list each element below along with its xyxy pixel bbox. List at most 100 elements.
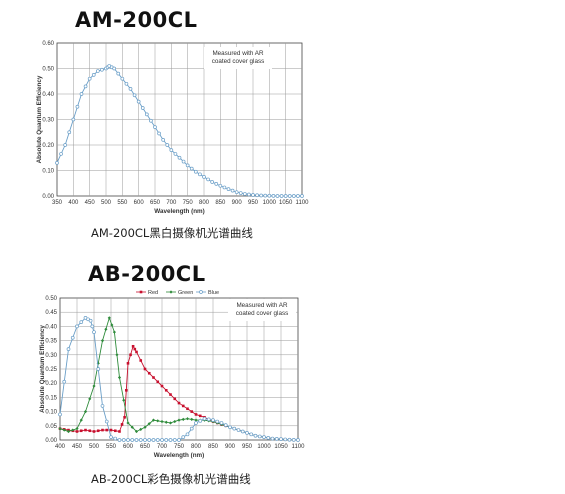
x-axis-label: Wavelength (nm) [154,452,205,459]
data-point [112,330,116,334]
data-point [173,419,177,424]
data-point [92,384,96,388]
data-point [126,421,130,425]
data-point [88,397,92,401]
x-tick-label: 900 [232,200,243,206]
data-point [296,438,300,442]
data-point [79,429,83,433]
data-point [190,417,194,422]
x-tick-label: 1000 [263,200,277,206]
data-point [160,419,164,424]
data-point [109,428,113,432]
y-tick-label: 0.30 [42,118,54,124]
data-point [160,438,164,442]
data-point [83,410,88,414]
x-tick-label: 1100 [292,444,306,450]
data-point [62,379,67,384]
data-point [164,438,169,442]
data-point [211,418,215,422]
data-point [275,194,280,198]
data-point [190,410,194,413]
data-point [185,432,190,437]
data-point [177,438,181,442]
data-point [143,425,147,429]
data-point [253,433,258,438]
y-axis-label: Absolute Quantum Efficiency [39,325,46,413]
x-tick-label: 450 [85,200,96,206]
x-tick-label: 550 [117,200,128,206]
annotation-text: coated cover glass [236,310,289,317]
x-tick-label: 400 [55,444,66,450]
data-point [100,404,105,408]
data-point [92,430,96,433]
y-tick-label: 0.15 [45,395,57,401]
data-point [84,428,87,432]
data-point [118,430,121,433]
data-point [257,434,262,439]
data-point [75,430,79,433]
data-point [124,81,129,86]
x-tick-label: 500 [101,200,112,206]
x-tick-label: 750 [183,200,194,206]
data-point [223,423,228,427]
y-tick-label: 0.35 [45,339,57,345]
data-point [63,143,68,147]
data-point [247,192,251,197]
data-point [173,152,178,156]
data-point [100,339,105,343]
data-point [193,169,198,174]
data-point [79,92,84,96]
data-point [138,438,143,442]
y-tick-label: 0.40 [42,92,54,98]
data-point [122,398,126,402]
data-point [128,87,133,91]
data-point [177,155,182,160]
data-point [279,437,283,441]
data-point [105,428,109,432]
series-qe [55,64,304,198]
data-point [109,435,113,440]
y-tick-label: 0.40 [45,324,57,330]
data-point [67,130,72,135]
x-tick-label: 1100 [296,200,310,206]
data-point [232,426,237,431]
data-point [121,438,126,442]
data-point [155,438,160,442]
data-point [71,428,75,432]
annotation-box [204,47,272,69]
data-point [259,193,264,198]
data-point [107,316,111,320]
data-point [172,438,177,442]
data-point [234,190,239,195]
data-point [251,193,255,197]
data-point [181,435,186,440]
data-point [95,69,100,73]
data-point [274,437,279,441]
data-point [165,143,170,147]
data-point [181,159,186,164]
legend-item-green: Green [166,290,193,296]
data-point [139,359,143,362]
legend-item-blue: Blue [196,290,219,296]
data-point [202,175,206,179]
data-point [245,431,249,435]
data-point [189,426,194,431]
data-point [219,421,224,425]
data-point [100,67,104,72]
data-point [66,347,71,351]
data-point [79,320,84,324]
data-point [291,438,296,442]
data-point [87,76,92,81]
data-point [152,376,155,379]
data-point [140,106,145,110]
data-point [123,415,126,419]
x-tick-label: 850 [215,200,226,206]
x-tick-label: 500 [89,444,100,450]
data-point [139,427,143,431]
data-point [83,84,88,89]
data-point [149,118,153,123]
data-point [116,71,121,76]
y-tick-label: 0.45 [45,310,57,316]
data-point [88,318,93,323]
